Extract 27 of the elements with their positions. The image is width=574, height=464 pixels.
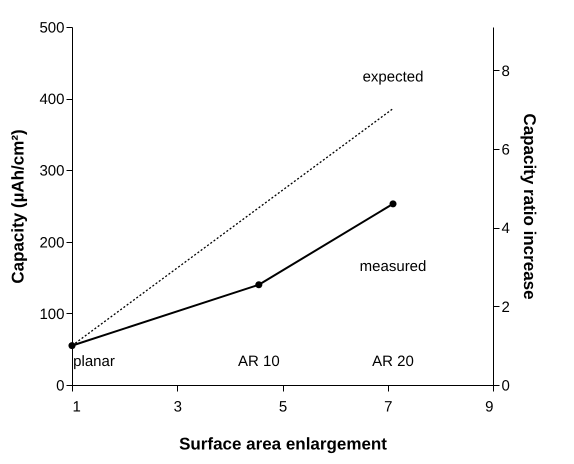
x-tick-label: 3 <box>174 398 182 416</box>
annotation: AR 20 <box>372 353 414 370</box>
text: expected <box>362 68 424 86</box>
annotation: planar <box>73 353 115 370</box>
y2-tick-label: 6 <box>502 141 510 158</box>
x-axis-title: Surface area enlargement <box>179 434 388 454</box>
point <box>389 200 397 208</box>
point <box>68 342 76 350</box>
y2-tick-label: 8 <box>502 62 510 80</box>
y-tick-label: 400 <box>39 91 64 108</box>
x-tick-label: 1 <box>72 398 81 416</box>
y2-tick-label: 0 <box>502 378 510 394</box>
y-tick-label: 500 <box>39 20 64 36</box>
y2-tick-label: 4 <box>502 220 510 238</box>
y2-axis-title: Capacity ratio increase <box>520 113 539 300</box>
point <box>255 281 262 288</box>
y-axis-title: Capacity (µAh/cm²) <box>8 129 28 284</box>
y2-tick-label: 2 <box>502 298 510 316</box>
annotation: AR 10 <box>238 353 280 370</box>
y-tick-label: 100 <box>39 306 64 323</box>
x-tick-label: 5 <box>278 398 288 416</box>
x-tick-label: 7 <box>384 398 392 416</box>
y-tick-label: 200 <box>39 234 64 252</box>
y-tick-label: 300 <box>39 162 64 180</box>
x-tick-label: 9 <box>485 398 494 416</box>
series-label: measured <box>360 258 426 275</box>
y-tick-label: 0 <box>56 378 64 394</box>
